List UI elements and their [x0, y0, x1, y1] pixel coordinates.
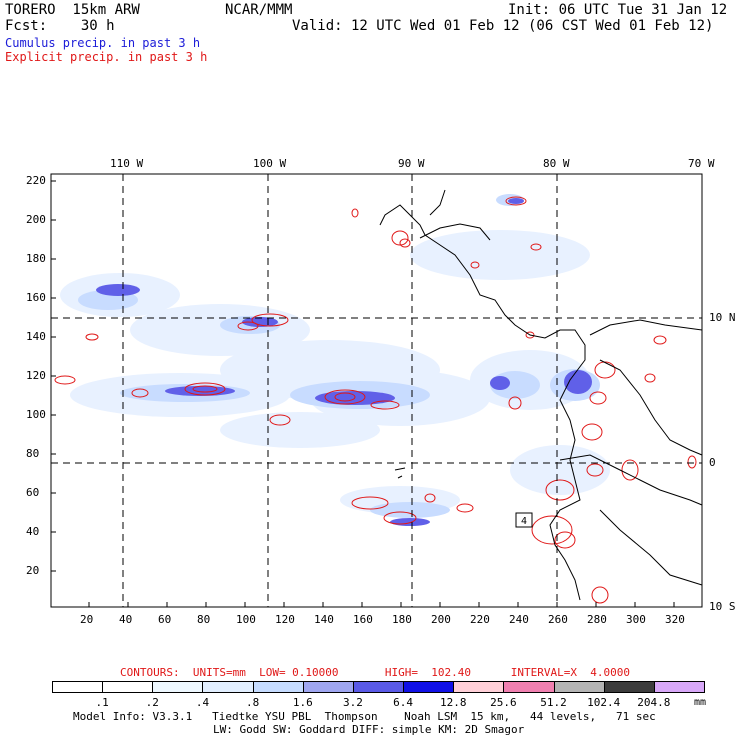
longitude-label: 70 W: [688, 157, 715, 170]
contour-label: 4: [521, 516, 527, 527]
latitude-label: 10 N: [709, 311, 736, 324]
longitude-label: 80 W: [543, 157, 570, 170]
x-tick-label: 160: [353, 613, 373, 626]
latitude-label: 10 S: [709, 600, 736, 613]
legend-value: 1.6: [292, 696, 313, 709]
legend-value: 3.2: [342, 696, 363, 709]
cumulus-precip-label: Cumulus precip. in past 3 h: [5, 36, 201, 50]
grid-lines: [51, 174, 702, 607]
legend-swatch: [352, 681, 405, 693]
axis-ticks: [51, 180, 675, 607]
y-tick-label: 60: [26, 486, 40, 499]
longitude-label: 90 W: [398, 157, 425, 170]
legend-unit: mm: [694, 697, 707, 708]
y-tick-label: 80: [26, 447, 40, 460]
legend-value: .4: [195, 696, 210, 709]
legend-value: 102.4: [587, 696, 621, 709]
legend-swatch: [653, 681, 705, 693]
explicit-precip-label: Explicit precip. in past 3 h: [5, 50, 208, 64]
x-tick-label: 240: [509, 613, 529, 626]
init-time: Init: 06 UTC Tue 31 Jan 12: [508, 2, 728, 18]
color-legend: [52, 681, 705, 694]
x-tick-label: 200: [431, 613, 451, 626]
y-tick-label: 40: [26, 525, 40, 538]
x-tick-label: 60: [158, 613, 172, 626]
legend-value: .2: [145, 696, 159, 709]
forecast-hour: Fcst: 30 h: [5, 18, 115, 34]
legend-swatch: [603, 681, 655, 693]
x-tick-label: 280: [587, 613, 607, 626]
x-tick-label: 80: [197, 613, 211, 626]
organization: NCAR/MMM: [225, 2, 293, 18]
legend-swatch: [202, 681, 254, 693]
y-tick-label: 120: [26, 369, 46, 382]
x-tick-label: 180: [392, 613, 412, 626]
x-tick-label: 120: [275, 613, 295, 626]
x-tick-label: 140: [314, 613, 334, 626]
model-info: Model Info: V3.3.1 Tiedtke YSU PBL Thomp…: [73, 710, 656, 723]
contour-info: CONTOURS: UNITS=mm LOW= 0.10000 HIGH= 10…: [120, 666, 630, 679]
legend-swatch: [302, 681, 354, 693]
valid-time: Valid: 12 UTC Wed 01 Feb 12 (06 CST Wed …: [292, 18, 714, 34]
y-tick-label: 140: [26, 330, 46, 343]
x-tick-label: 260: [548, 613, 568, 626]
legend-value: 6.4: [393, 696, 413, 709]
model-title: TORERO 15km ARW: [5, 2, 140, 18]
y-tick-label: 100: [26, 408, 46, 421]
contour-label-box: [515, 512, 533, 528]
legend-swatch: [102, 681, 154, 693]
x-tick-label: 320: [665, 613, 685, 626]
legend-value: .1: [95, 696, 109, 709]
x-tick-label: 300: [626, 613, 646, 626]
y-tick-label: 200: [26, 213, 46, 226]
legend-swatch: [252, 681, 304, 693]
y-tick-label: 20: [26, 564, 40, 577]
x-tick-label: 220: [470, 613, 490, 626]
y-tick-label: 160: [26, 291, 46, 304]
latitude-label: 0: [709, 456, 716, 469]
y-tick-label: 180: [26, 252, 46, 265]
x-tick-label: 20: [80, 613, 94, 626]
legend-swatch: [553, 681, 605, 693]
longitude-label: 100 W: [253, 157, 287, 170]
x-tick-label: 40: [119, 613, 133, 626]
legend-swatch: [152, 681, 204, 693]
legend-value: .8: [245, 696, 260, 709]
y-tick-label: 220: [26, 174, 46, 187]
longitude-label: 110 W: [110, 157, 144, 170]
legend-swatch: [503, 681, 555, 693]
legend-swatch: [453, 681, 505, 693]
legend-swatch: [403, 681, 455, 693]
legend-value: 51.2: [540, 696, 567, 709]
explicit-contours: [54, 196, 697, 604]
legend-value: 12.8: [439, 696, 467, 709]
coastlines: [379, 189, 703, 601]
legend-value: 204.8: [637, 696, 671, 709]
legend-value: 25.6: [490, 696, 517, 709]
legend-swatch: [52, 681, 104, 693]
model-info-physics: LW: Godd SW: Goddard DIFF: simple KM: 2D…: [213, 723, 525, 736]
x-tick-label: 100: [236, 613, 256, 626]
